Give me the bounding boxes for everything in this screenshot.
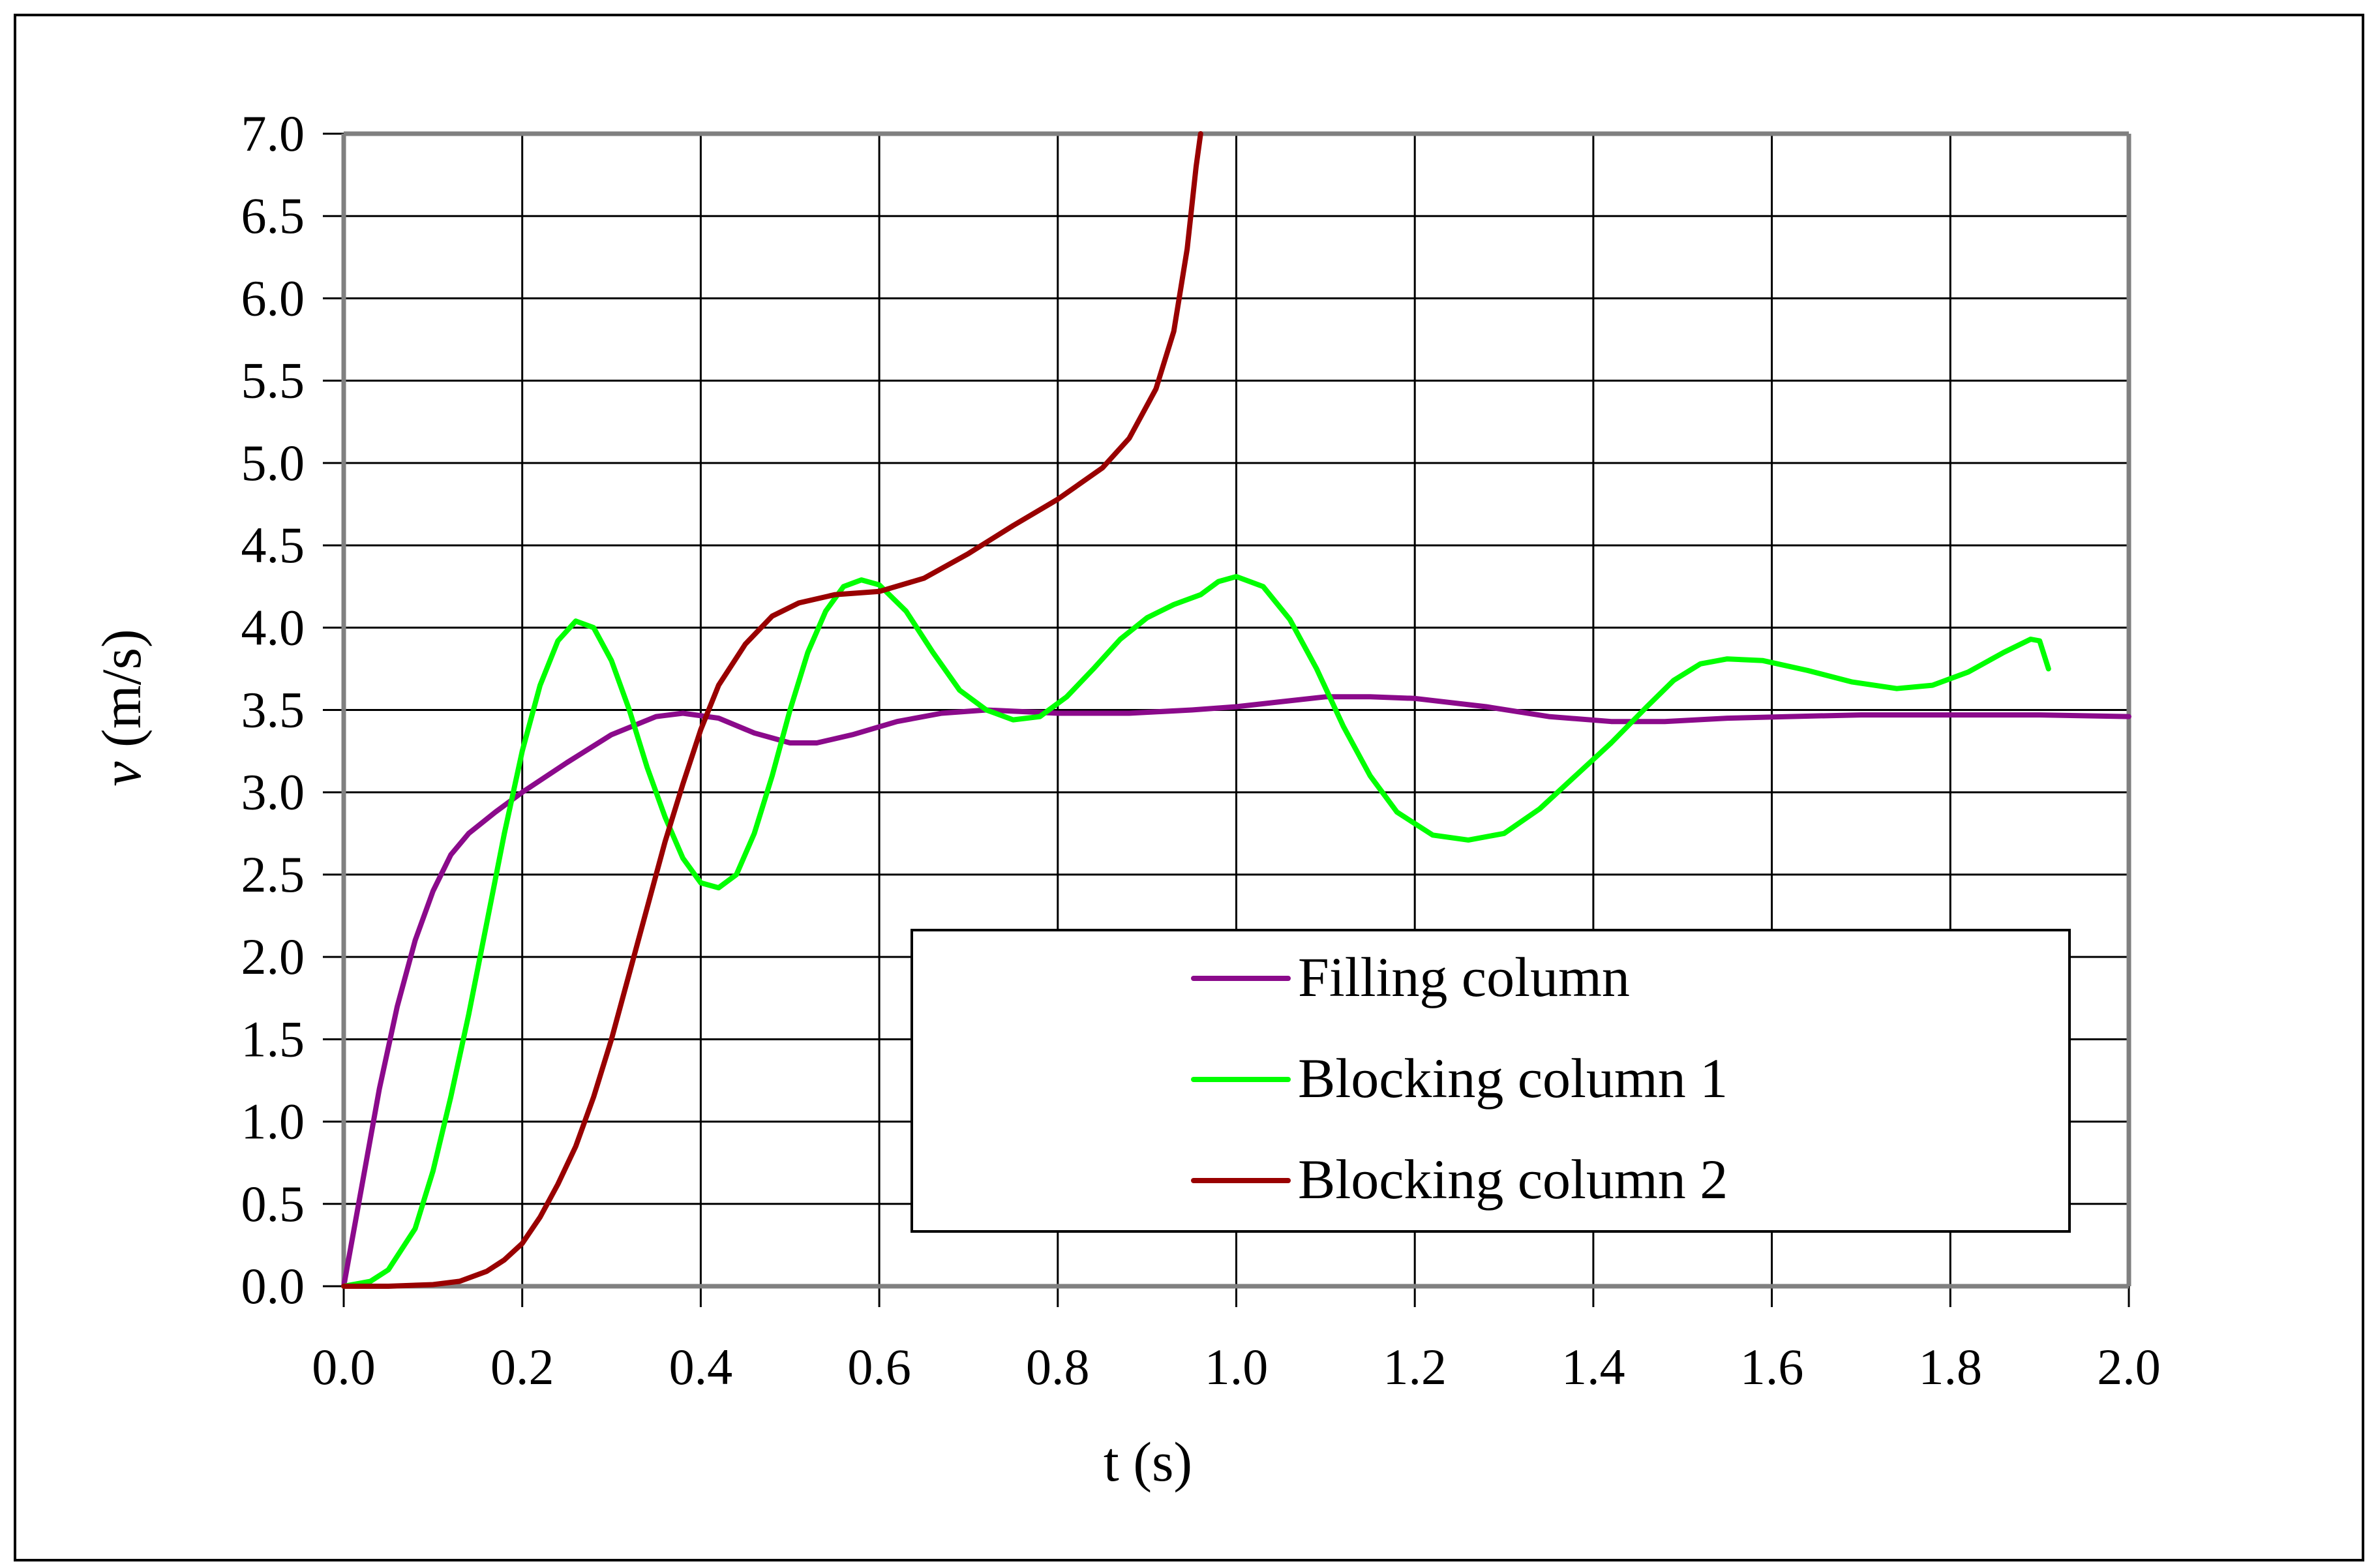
y-tick-label: 4.5 bbox=[241, 517, 305, 573]
legend-item-filling-column: Filling column bbox=[1191, 946, 1630, 1008]
legend-item-blocking-column-2: Blocking column 2 bbox=[1191, 1148, 1728, 1211]
y-tick-label: 0.5 bbox=[241, 1175, 305, 1232]
y-tick-label: 3.5 bbox=[241, 682, 305, 738]
y-tick-label: 2.5 bbox=[241, 846, 305, 903]
legend-label: Blocking column 1 bbox=[1298, 1047, 1728, 1109]
chart-frame bbox=[14, 14, 2364, 1561]
series-line-blocking-column-2 bbox=[341, 131, 1203, 1289]
legend-label: Filling column bbox=[1298, 946, 1630, 1008]
legend-item-blocking-column-1: Blocking column 1 bbox=[1191, 1047, 1728, 1109]
y-tick-label: 4.0 bbox=[241, 599, 305, 656]
x-axis-tick-labels: 0.0 0.2 0.4 0.6 0.8 1.0 1.2 1.4 1.6 1.8 2.0 bbox=[312, 1338, 2161, 1395]
y-tick-label: 0.0 bbox=[241, 1258, 305, 1314]
x-tick-label: 1.2 bbox=[1383, 1338, 1447, 1395]
x-tick-label: 0.4 bbox=[669, 1338, 733, 1395]
x-tick-label: 1.6 bbox=[1740, 1338, 1804, 1395]
x-tick-label: 1.8 bbox=[1919, 1338, 1983, 1395]
x-axis-title: t (s) bbox=[1104, 1430, 1192, 1493]
y-axis-title: v (m/s) bbox=[90, 629, 153, 786]
series-line-blocking-column-1 bbox=[341, 574, 2051, 1289]
x-tick-label: 0.0 bbox=[312, 1338, 376, 1395]
x-tick-label: 2.0 bbox=[2097, 1338, 2161, 1395]
y-tick-label: 5.0 bbox=[241, 434, 305, 491]
y-tick-label: 1.0 bbox=[241, 1093, 305, 1150]
legend-label: Blocking column 2 bbox=[1298, 1148, 1728, 1211]
y-tick-label: 2.0 bbox=[241, 928, 305, 985]
x-tick-label: 1.4 bbox=[1561, 1338, 1625, 1395]
y-axis-tick-labels: 0.0 0.5 1.0 1.5 2.0 2.5 3.0 3.5 4.0 4.5 5.0 5.5 6.0 6… bbox=[241, 105, 305, 1314]
y-tick-label: 3.0 bbox=[241, 764, 305, 821]
y-tick-label: 5.5 bbox=[241, 352, 305, 409]
axes bbox=[341, 131, 2131, 1289]
y-axis-unit: (m/s) bbox=[90, 629, 153, 761]
data-series bbox=[341, 131, 2131, 1289]
y-tick-label: 6.5 bbox=[241, 187, 305, 244]
x-tick-label: 0.8 bbox=[1026, 1338, 1090, 1395]
legend: Filling column Blocking column 1 Blockin… bbox=[911, 929, 2071, 1233]
y-tick-label: 1.5 bbox=[241, 1010, 305, 1067]
y-axis-symbol: v bbox=[90, 761, 153, 787]
x-tick-label: 0.2 bbox=[490, 1338, 554, 1395]
series-line-filling-column bbox=[341, 694, 2131, 1289]
y-tick-label: 7.0 bbox=[241, 105, 305, 162]
x-tick-label: 1.0 bbox=[1205, 1338, 1269, 1395]
y-tick-label: 6.0 bbox=[241, 269, 305, 326]
legend-box bbox=[911, 929, 2071, 1233]
x-tick-label: 0.6 bbox=[847, 1338, 911, 1395]
